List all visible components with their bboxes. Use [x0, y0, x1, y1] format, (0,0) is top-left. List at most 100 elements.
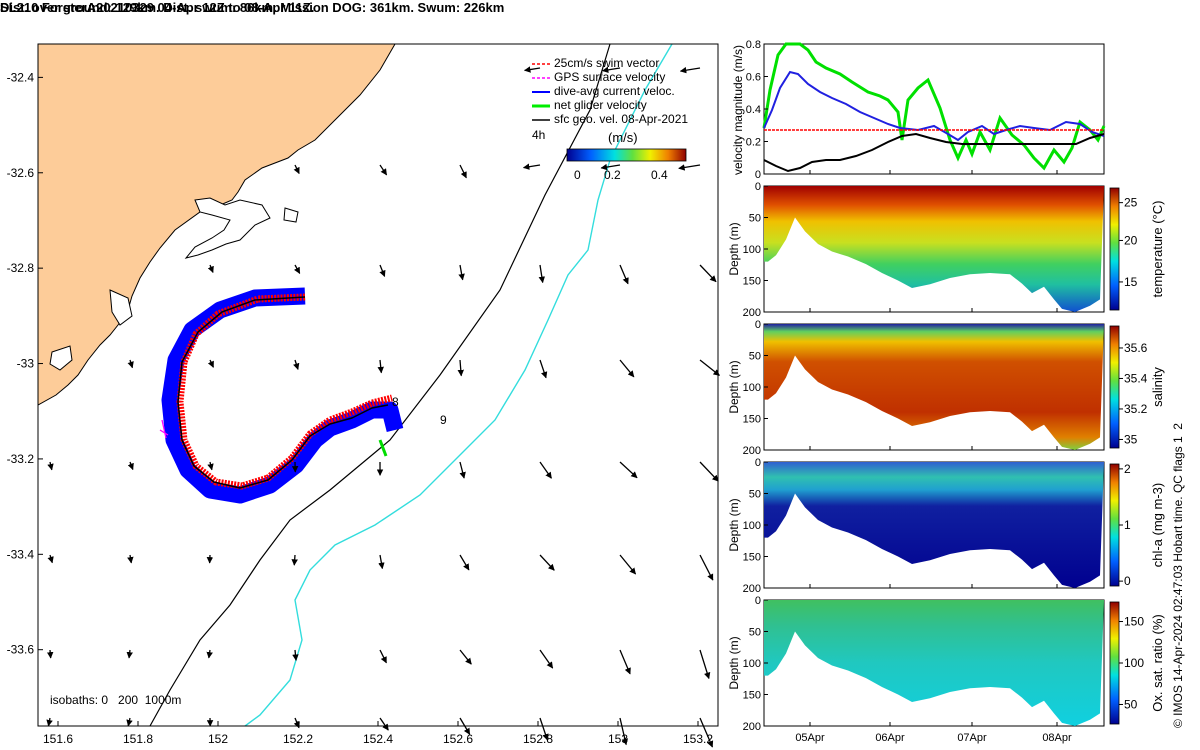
section-y-tick-label: 200: [743, 583, 761, 595]
geo-velocity-arrow: [678, 164, 701, 171]
estuary-1: [184, 197, 271, 259]
geo-velocity-arrow: [294, 264, 301, 274]
map-x-tick-label: 152: [208, 732, 228, 746]
colorbar-tick-label: 35: [1124, 432, 1138, 446]
geo-velocity-arrow: [619, 717, 629, 746]
velocity-axes: 0 0.2 0.4 0.6 0.8: [746, 39, 1058, 181]
map-x-tick-label: 152.8: [523, 732, 553, 746]
geo-velocity-arrow: [699, 717, 714, 748]
section-colorbar: [1109, 463, 1120, 587]
section-y-tick-label: 200: [743, 721, 761, 733]
section-panel-salinity: 0 50 100 150 200 Depth (m) 35.6 35.4 35.2 35 salin…: [727, 319, 1165, 457]
legend-colorbar-tick-1: 0.2: [604, 168, 621, 182]
legend-label-gps-surface: GPS surface velocity: [554, 70, 665, 84]
day-label-8: 8: [392, 395, 399, 409]
section-ylabel: Depth (m): [727, 360, 741, 413]
geo-velocity-arrow: [699, 359, 720, 376]
estuary-4: [49, 345, 73, 371]
geo-velocity-arrow: [459, 164, 467, 179]
colorbar-tick-label: 0: [1124, 574, 1131, 588]
colorbar-tick-label: 20: [1124, 233, 1138, 247]
colorbar-tick-label: 2: [1124, 462, 1131, 476]
geo-velocity-arrow: [458, 264, 465, 281]
section-x-tick-label: 08Apr: [1042, 732, 1072, 744]
velocity-y-tick-label: 0.8: [746, 39, 761, 51]
map-panel: 8 9 25cm/s swim vector GPS surface veloc…: [7, 43, 720, 748]
section-y-tick-label: 100: [743, 658, 761, 670]
section-y-tick-label: 0: [755, 595, 761, 607]
legend-time-label: 4h: [532, 128, 545, 142]
map-y-tick-label: -33.6: [7, 643, 35, 657]
section-y-tick-label: 0: [755, 319, 761, 331]
geo-velocity-arrow: [679, 66, 701, 74]
geo-velocity-arrow: [207, 359, 214, 368]
legend-label-dive-avg: dive-avg current veloc.: [554, 84, 675, 98]
section-y-tick-label: 100: [743, 244, 761, 256]
map-y-tick-label: -32.8: [7, 261, 35, 275]
geo-velocity-arrow: [377, 359, 384, 374]
legend-item-gps-surface: GPS surface velocity: [532, 70, 665, 84]
isobath-200: [149, 43, 611, 727]
estuary-3: [109, 289, 133, 326]
geo-velocity-arrow: [206, 649, 213, 659]
velocity-y-tick-label: 0.4: [746, 104, 761, 116]
map-x-tick-label: 152.4: [363, 732, 393, 746]
colorbar-tick-label: 35.6: [1124, 341, 1148, 355]
series-net-glider-speed: [762, 42, 1106, 171]
section-x-tick-label: 05Apr: [795, 732, 825, 744]
velocity-ylabel: velocity magnitude (m/s): [731, 45, 745, 175]
velocity-panel: velocity magnitude (m/s) 0 0.2 0.4 0.6 0.8: [731, 39, 1106, 181]
section-y-tick-label: 50: [749, 213, 761, 225]
geo-velocity-arrow: [619, 359, 635, 378]
legend-label-net-glider: net glider velocity: [554, 98, 647, 112]
series-dive-avg-speed: [763, 70, 1105, 142]
section-y-tick-label: 50: [749, 351, 761, 363]
section-x-tick-label: 07Apr: [957, 732, 987, 744]
colorbar-label: salinity: [1150, 367, 1165, 407]
section-x-tick-label: 06Apr: [875, 732, 905, 744]
section-y-tick-label: 150: [743, 552, 761, 564]
day-label-9: 9: [440, 413, 447, 427]
isobath-1000: [244, 43, 673, 727]
geo-velocity-arrow: [699, 554, 714, 581]
legend-label-swim-vector: 25cm/s swim vector: [554, 56, 659, 70]
section-colorbar: [1109, 187, 1120, 311]
title-line-2: Dist. over ground: 129km. Dist. swum: 86…: [0, 0, 505, 15]
geo-velocity-arrow: [600, 163, 621, 171]
section-colorbar: [1109, 601, 1120, 725]
map-y-tick-label: -33: [17, 357, 35, 371]
map-y-tick-label: -32.4: [7, 70, 35, 84]
geo-velocity-arrow: [126, 717, 133, 727]
geo-velocity-arrow: [523, 66, 541, 73]
geo-velocity-arrow: [459, 461, 466, 479]
track-blue: [161, 287, 404, 504]
section-ylabel: Depth (m): [727, 222, 741, 275]
series-sfc-geo-speed: [763, 132, 1105, 173]
section-y-tick-label: 200: [743, 445, 761, 457]
geo-velocity-arrow: [46, 717, 53, 727]
legend-label-sfc-geo: sfc geo. vel. 08-Apr-2021: [554, 112, 688, 126]
geo-velocity-arrow: [379, 649, 387, 664]
section-colorbar: [1109, 325, 1120, 449]
map-x-tick-label: 151.6: [43, 732, 73, 746]
net-glider-velocity-mark: [378, 439, 388, 457]
geo-velocity-arrow: [539, 717, 549, 741]
geo-velocity-arrow: [291, 554, 298, 566]
map-axes: 151.6 151.8 152 152.2 152.4 152.6 152.8 153 153.…: [7, 70, 714, 746]
colorbar-label: Ox. sat. ratio (%): [1150, 614, 1165, 712]
geo-velocity-arrow: [619, 461, 638, 479]
geo-velocity-arrow: [379, 264, 386, 278]
section-data-field: [764, 600, 1104, 726]
section-y-tick-label: 150: [743, 690, 761, 702]
section-y-tick-label: 50: [749, 627, 761, 639]
geo-velocity-arrow: [699, 461, 719, 482]
geo-velocity-arrow: [293, 359, 300, 370]
geo-velocity-arrow: [539, 554, 555, 571]
geo-velocity-arrow: [379, 164, 388, 176]
geo-velocity-arrow: [619, 264, 629, 285]
map-x-tick-label: 152.6: [443, 732, 473, 746]
colorbar-tick-label: 150: [1124, 615, 1144, 629]
section-y-tick-label: 150: [743, 276, 761, 288]
section-data-field: [764, 186, 1104, 312]
